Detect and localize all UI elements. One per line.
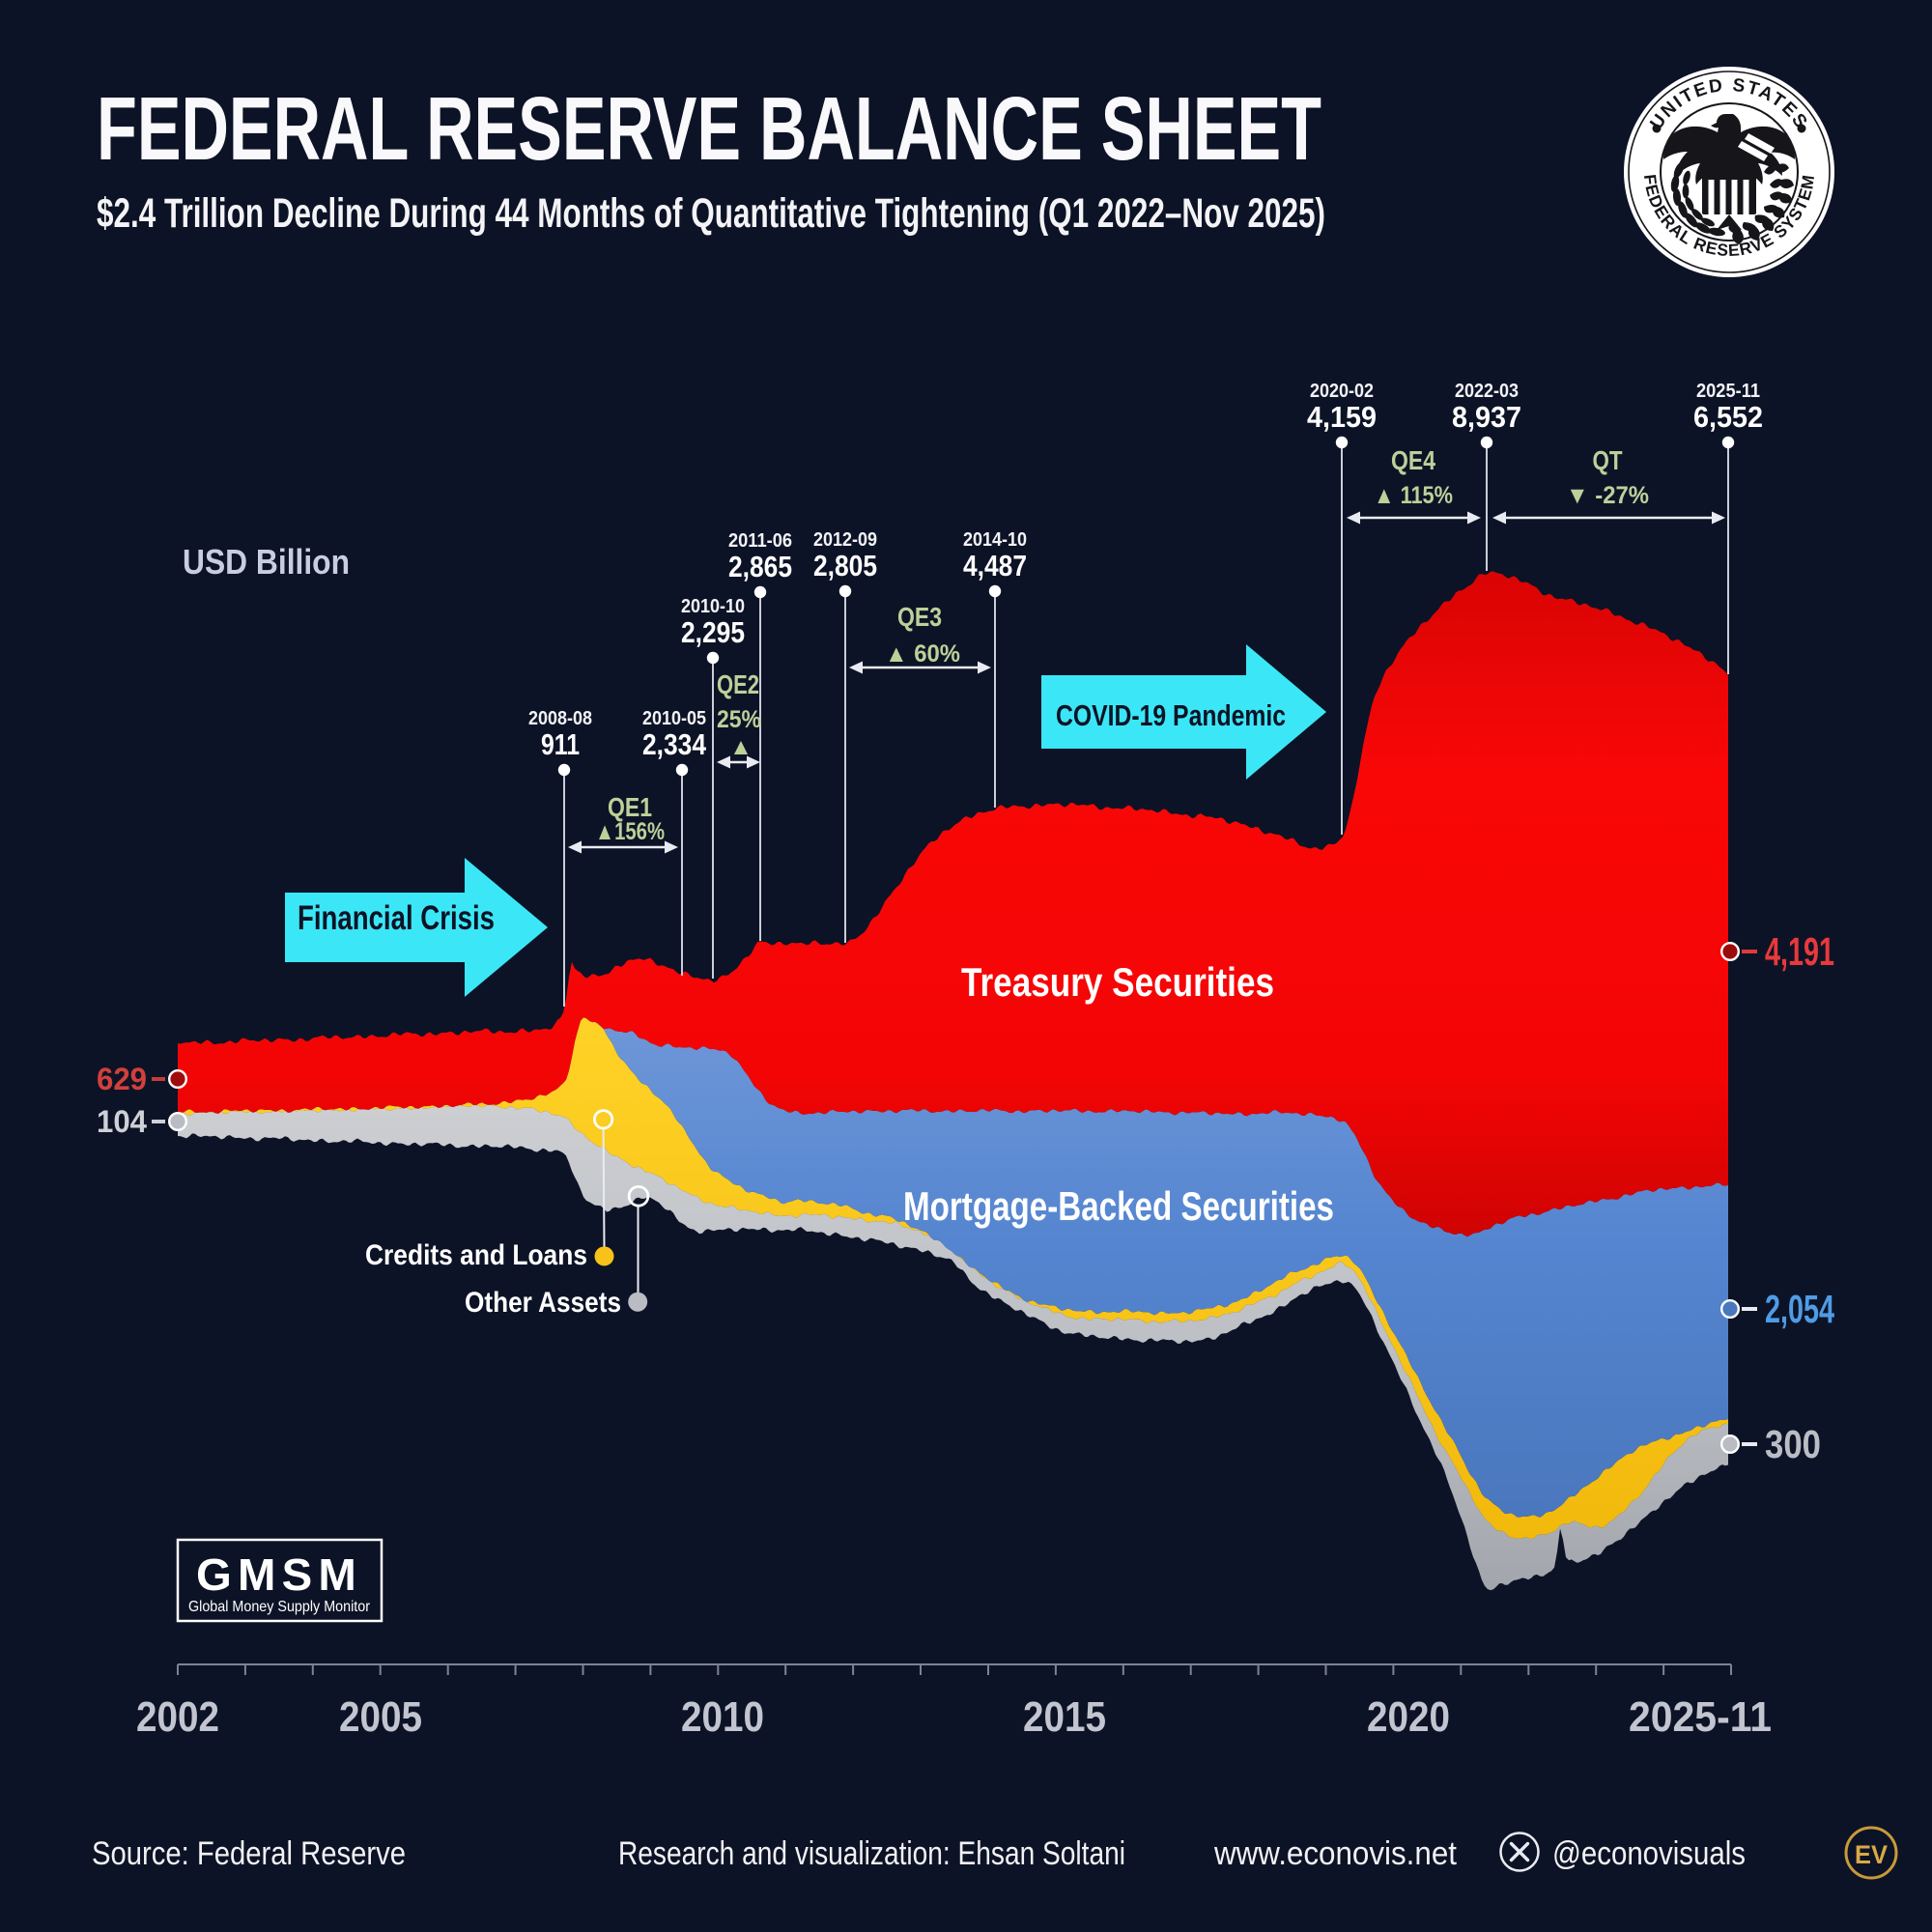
svg-text:GMSM: GMSM [196,1549,362,1600]
svg-text:QE4: QE4 [1391,445,1435,475]
svg-text:COVID-19 Pandemic: COVID-19 Pandemic [1056,698,1286,732]
svg-text:QE3: QE3 [897,602,942,632]
svg-text:2005: 2005 [339,1693,422,1741]
svg-text:▲ 60%: ▲ 60% [885,640,960,668]
svg-text:2011-06: 2011-06 [728,530,792,552]
svg-text:EV: EV [1855,1840,1888,1869]
svg-text:2,334: 2,334 [642,727,707,761]
svg-text:300: 300 [1765,1422,1821,1466]
svg-text:2020-02: 2020-02 [1310,381,1374,402]
svg-text:104: 104 [97,1104,147,1139]
svg-text:911: 911 [541,727,580,761]
svg-text:2025-11: 2025-11 [1629,1693,1772,1741]
svg-text:2020: 2020 [1367,1693,1450,1741]
svg-text:QE1: QE1 [608,792,652,822]
svg-text:$2.4 Trillion Decline During 4: $2.4 Trillion Decline During 44 Months o… [97,190,1325,237]
svg-text:Research and visualization: Eh: Research and visualization: Ehsan Soltan… [618,1835,1125,1872]
svg-text:Global Money Supply Monitor: Global Money Supply Monitor [188,1599,371,1615]
svg-text:4,191: 4,191 [1765,929,1834,974]
svg-text:www.econovis.net: www.econovis.net [1213,1835,1457,1872]
svg-text:▼ -27%: ▼ -27% [1566,482,1649,509]
svg-text:2002: 2002 [136,1693,219,1741]
svg-text:2014-10: 2014-10 [963,529,1027,551]
svg-text:Financial Crisis: Financial Crisis [298,899,495,937]
svg-text:Source: Federal Reserve: Source: Federal Reserve [92,1835,406,1872]
svg-text:FEDERAL RESERVE BALANCE SHEET: FEDERAL RESERVE BALANCE SHEET [97,78,1321,179]
svg-text:2025-11: 2025-11 [1696,381,1760,402]
svg-text:2022-03: 2022-03 [1455,381,1519,402]
svg-text:6,552: 6,552 [1693,400,1763,434]
svg-text:2,295: 2,295 [681,615,745,649]
svg-text:25%: 25% [717,706,761,733]
svg-text:Other Assets: Other Assets [465,1287,621,1319]
svg-text:QE2: QE2 [717,669,759,699]
svg-text:2,865: 2,865 [728,550,792,583]
svg-text:2015: 2015 [1023,1693,1106,1741]
svg-text:629: 629 [97,1062,147,1096]
svg-text:8,937: 8,937 [1452,400,1521,434]
svg-text:▲ 115%: ▲ 115% [1374,482,1453,509]
svg-text:2010-05: 2010-05 [642,708,706,729]
svg-text:2012-09: 2012-09 [813,529,877,551]
svg-text:▲156%: ▲156% [595,818,665,845]
svg-text:2,054: 2,054 [1765,1287,1834,1331]
svg-text:Mortgage-Backed Securities: Mortgage-Backed Securities [903,1183,1334,1229]
svg-text:4,487: 4,487 [963,549,1027,582]
svg-text:2,805: 2,805 [813,549,877,582]
svg-text:4,159: 4,159 [1307,400,1377,434]
svg-text:QT: QT [1593,445,1623,475]
svg-text:2008-08: 2008-08 [528,708,592,729]
svg-text:2010: 2010 [681,1693,764,1741]
svg-text:Treasury Securities: Treasury Securities [961,959,1274,1005]
svg-text:USD Billion: USD Billion [183,542,350,582]
svg-text:2010-10: 2010-10 [681,596,745,617]
svg-text:Credits and Loans: Credits and Loans [365,1239,587,1271]
svg-text:@econovisuals: @econovisuals [1552,1835,1746,1872]
svg-text:▲: ▲ [729,734,753,760]
